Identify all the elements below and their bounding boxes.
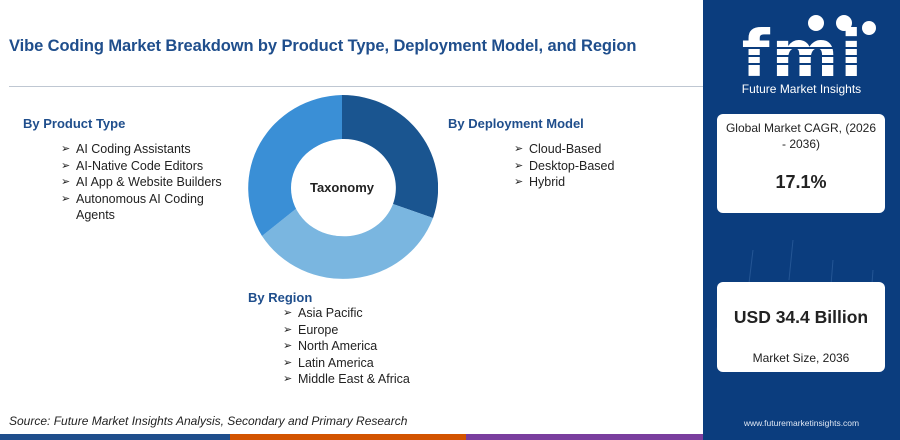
page-title: Vibe Coding Market Breakdown by Product … <box>9 37 637 55</box>
arrow-bullet-icon: ➢ <box>283 373 293 386</box>
list-item: ➢ AI-Native Code Editors <box>61 158 204 173</box>
title-divider <box>9 86 703 87</box>
infographic-main: Vibe Coding Market Breakdown by Product … <box>0 37 703 440</box>
cagr-label: Global Market CAGR, (2026 - 2036) <box>725 121 877 151</box>
list-item: ➢ AI Coding Assistants <box>61 142 191 156</box>
donut-segment-region <box>262 204 433 279</box>
deployment-model-heading: By Deployment Model <box>448 116 584 131</box>
list-item: ➢ Autonomous AI Coding Agents <box>61 191 204 223</box>
list-item: ➢ Hybrid <box>514 175 566 190</box>
product-type-heading: By Product Type <box>23 116 126 131</box>
bottom-bar-orange <box>230 434 466 440</box>
list-item: ➢ Latin America <box>283 355 374 370</box>
bottom-bar-blue <box>0 434 230 440</box>
arrow-bullet-icon: ➢ <box>61 176 71 189</box>
region-list: ➢ Asia Pacific ➢ Europe ➢ North America ➢ La… <box>283 305 443 388</box>
list-item: ➢ North America <box>283 339 378 354</box>
donut-segment-deployment-model <box>342 95 438 218</box>
market-size-label: Market Size, 2036 <box>752 351 850 365</box>
deployment-model-list: ➢ Cloud-Based ➢ Desktop-Based ➢ Hybrid <box>514 141 654 191</box>
market-size-value: USD 34.4 Billion <box>733 307 869 327</box>
arrow-bullet-icon: ➢ <box>514 143 524 155</box>
arrow-bullet-icon: ➢ <box>283 340 293 353</box>
website-url: www.futuremarketinsights.com <box>743 418 860 428</box>
region-heading: By Region <box>248 290 313 305</box>
fmi-logo: fmi <box>729 15 877 92</box>
cagr-card: Global Market CAGR, (2026 - 2036) 17.1% <box>717 114 885 213</box>
brand-sidebar: fmi Future Market Insights Global Market… <box>703 0 900 440</box>
list-item: ➢ Cloud-Based <box>514 142 602 156</box>
market-size-card: USD 34.4 Billion Market Size, 2036 <box>717 282 885 372</box>
list-item: ➢ AI App & Website Builders <box>61 175 222 190</box>
arrow-bullet-icon: ➢ <box>514 159 524 172</box>
globe-icon <box>808 15 824 31</box>
arrow-bullet-icon: ➢ <box>61 192 71 205</box>
chart-bubble-icon <box>836 15 852 31</box>
person-icon <box>862 21 876 35</box>
bottom-bar-purple <box>466 434 703 440</box>
list-item: ➢ Europe <box>283 322 339 337</box>
arrow-bullet-icon: ➢ <box>61 143 71 155</box>
arrow-bullet-icon: ➢ <box>283 356 293 369</box>
arrow-bullet-icon: ➢ <box>514 176 524 189</box>
brand-name: Future Market Insights <box>741 82 862 96</box>
product-type-list: ➢ AI Coding Assistants ➢ AI-Native Code Ed… <box>61 141 236 224</box>
arrow-bullet-icon: ➢ <box>283 307 293 319</box>
arrow-bullet-icon: ➢ <box>61 159 71 172</box>
list-item: ➢ Asia Pacific <box>283 306 363 320</box>
cagr-value: 17.1% <box>775 172 827 192</box>
bottom-color-bar <box>0 434 703 440</box>
donut-segment-product-type <box>248 95 342 236</box>
donut-center-label: Taxonomy <box>309 180 375 195</box>
list-item: ➢ Middle East & Africa <box>283 372 410 387</box>
taxonomy-donut <box>248 95 438 279</box>
list-item: ➢ Desktop-Based <box>514 158 615 173</box>
source-note: Source: Future Market Insights Analysis,… <box>9 414 408 428</box>
arrow-bullet-icon: ➢ <box>283 323 293 336</box>
